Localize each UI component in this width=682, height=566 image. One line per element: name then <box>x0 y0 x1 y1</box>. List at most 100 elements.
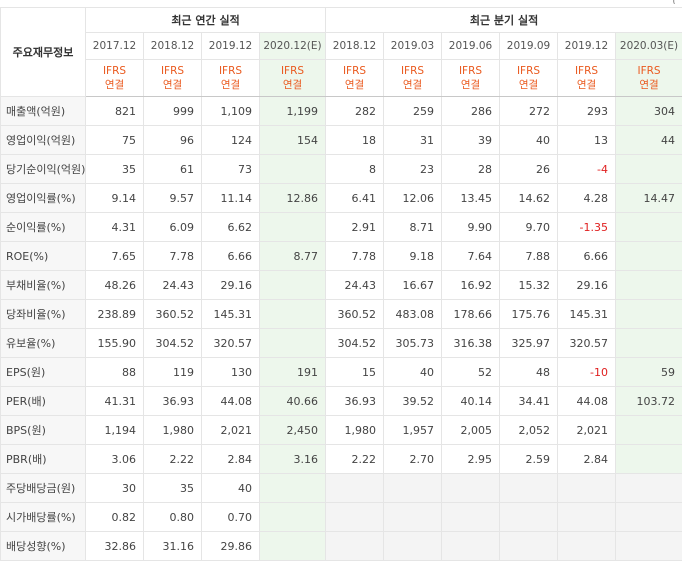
quarter-value-cell: 2.70 <box>383 444 443 474</box>
quarter-value-cell <box>325 502 385 532</box>
annual-basis-header: IFRS 연결 <box>201 59 260 97</box>
quarter-value-cell <box>441 473 501 503</box>
annual-value-cell: 24.43 <box>143 270 202 300</box>
quarter-value-cell <box>557 502 617 532</box>
table-row: 매출액(억원) 821 999 1,109 1,199 282 259 286 272 293 30… <box>0 96 682 126</box>
table-row: PER(배) 41.31 36.93 44.08 40.66 36.93 39.52 40.1… <box>0 386 682 416</box>
annual-value-cell <box>258 270 327 300</box>
quarter-value-cell: 316.38 <box>441 328 501 358</box>
basis-label: IFRS <box>400 65 425 77</box>
row-label: EPS(원) <box>0 357 86 387</box>
quarter-value-cell: 44 <box>615 125 682 155</box>
quarter-value-cell: 286 <box>441 96 501 126</box>
annual-value-cell: 29.86 <box>201 531 260 561</box>
quarter-value-cell: 15.32 <box>499 270 559 300</box>
quarter-value-cell <box>441 531 501 561</box>
annual-value-cell: 40.66 <box>258 386 327 416</box>
table-row: 순이익률(%) 4.31 6.09 6.62 2.91 8.71 9.90 9.70 -1.35 <box>0 212 682 242</box>
table-row: 영업이익(억원) 75 96 124 154 18 31 39 40 13 44 <box>0 125 682 155</box>
quarter-value-cell: 145.31 <box>557 299 617 329</box>
annual-value-cell: 31.16 <box>143 531 202 561</box>
annual-value-cell: 999 <box>143 96 202 126</box>
table-row: 배당성향(%) 32.86 31.16 29.86 <box>0 531 682 561</box>
annual-value-cell: 0.80 <box>143 502 202 532</box>
financial-summary-table: 주요재무정보 최근 연간 실적 최근 분기 실적 2017.12 2018.12 2… <box>0 7 682 561</box>
basis-label: 연결 <box>344 79 365 91</box>
annual-value-cell: 41.31 <box>85 386 144 416</box>
row-label: 주당배당금(원) <box>0 473 86 503</box>
quarter-value-cell <box>383 473 443 503</box>
quarter-value-cell: 9.70 <box>499 212 559 242</box>
row-label: 당좌비율(%) <box>0 299 86 329</box>
quarter-value-cell: 2,021 <box>557 415 617 445</box>
quarter-value-cell <box>615 270 682 300</box>
annual-value-cell: 360.52 <box>143 299 202 329</box>
annual-value-cell: 11.14 <box>201 183 260 213</box>
basis-label: 연결 <box>220 79 241 91</box>
quarter-value-cell: 2.84 <box>557 444 617 474</box>
annual-value-cell: 145.31 <box>201 299 260 329</box>
quarter-basis-header: IFRS 연결 <box>325 59 385 97</box>
quarter-value-cell: 48 <box>499 357 559 387</box>
quarter-period-header: 2019.06 <box>441 32 501 60</box>
annual-value-cell: 4.31 <box>85 212 144 242</box>
quarter-value-cell <box>615 328 682 358</box>
quarter-value-cell: 4.28 <box>557 183 617 213</box>
quarter-value-cell: -1.35 <box>557 212 617 242</box>
annual-value-cell: 320.57 <box>201 328 260 358</box>
row-label: 순이익률(%) <box>0 212 86 242</box>
annual-value-cell: 32.86 <box>85 531 144 561</box>
quarter-value-cell: 8 <box>325 154 385 184</box>
quarter-value-cell: 259 <box>383 96 443 126</box>
quarter-value-cell: 178.66 <box>441 299 501 329</box>
annual-value-cell: 1,109 <box>201 96 260 126</box>
annual-value-cell: 48.26 <box>85 270 144 300</box>
quarter-value-cell: 39 <box>441 125 501 155</box>
basis-label: IFRS <box>574 65 599 77</box>
quarter-period-header: 2019.12 <box>557 32 617 60</box>
table-row: 부채비율(%) 48.26 24.43 29.16 24.43 16.67 16.92 15.… <box>0 270 682 300</box>
basis-label: 연결 <box>576 79 597 91</box>
annual-value-cell: 119 <box>143 357 202 387</box>
quarter-value-cell <box>615 212 682 242</box>
quarter-value-cell: 39.52 <box>383 386 443 416</box>
annual-value-cell: 30 <box>85 473 144 503</box>
annual-value-cell: 0.82 <box>85 502 144 532</box>
quarter-value-cell <box>615 241 682 271</box>
annual-value-cell: 1,199 <box>258 96 327 126</box>
quarter-value-cell: 272 <box>499 96 559 126</box>
quarter-value-cell <box>499 531 559 561</box>
quarter-value-cell: 6.41 <box>325 183 385 213</box>
table-row: 시가배당률(%) 0.82 0.80 0.70 <box>0 502 682 532</box>
header-row-basis: IFRS 연결 IFRS 연결 IFRS 연결 IFRS 연결 IFRS 연결 IFRS 연결 IFRS… <box>1 59 682 97</box>
annual-value-cell: 3.16 <box>258 444 327 474</box>
quarter-value-cell <box>615 415 682 445</box>
quarter-value-cell: 13.45 <box>441 183 501 213</box>
basis-label: IFRS <box>516 65 541 77</box>
quarter-value-cell <box>615 531 682 561</box>
basis-label: IFRS <box>280 65 305 77</box>
annual-value-cell: 61 <box>143 154 202 184</box>
quarter-value-cell <box>441 502 501 532</box>
row-label: 영업이익(억원) <box>0 125 86 155</box>
quarter-value-cell: 9.18 <box>383 241 443 271</box>
quarter-value-cell: 26 <box>499 154 559 184</box>
table-row: 당좌비율(%) 238.89 360.52 145.31 360.52 483.08 178… <box>0 299 682 329</box>
annual-value-cell: 238.89 <box>85 299 144 329</box>
top-fragment: ( <box>672 0 676 4</box>
quarter-value-cell: 304 <box>615 96 682 126</box>
header-row-periods: 2017.12 2018.12 2019.12 2020.12(E) 2018.12 20… <box>1 32 682 60</box>
annual-value-cell: 29.16 <box>201 270 260 300</box>
quarter-value-cell: 2.95 <box>441 444 501 474</box>
annual-period-header: 2017.12 <box>85 32 144 60</box>
annual-title: 최근 연간 실적 <box>84 7 327 33</box>
quarter-value-cell <box>557 531 617 561</box>
annual-period-header: 2019.12 <box>201 32 260 60</box>
quarter-value-cell: 7.64 <box>441 241 501 271</box>
quarter-value-cell: 2.22 <box>325 444 385 474</box>
basis-label: 연결 <box>402 79 423 91</box>
annual-value-cell: 12.86 <box>258 183 327 213</box>
quarter-value-cell: -4 <box>557 154 617 184</box>
quarter-value-cell: 44.08 <box>557 386 617 416</box>
quarter-value-cell: 28 <box>441 154 501 184</box>
